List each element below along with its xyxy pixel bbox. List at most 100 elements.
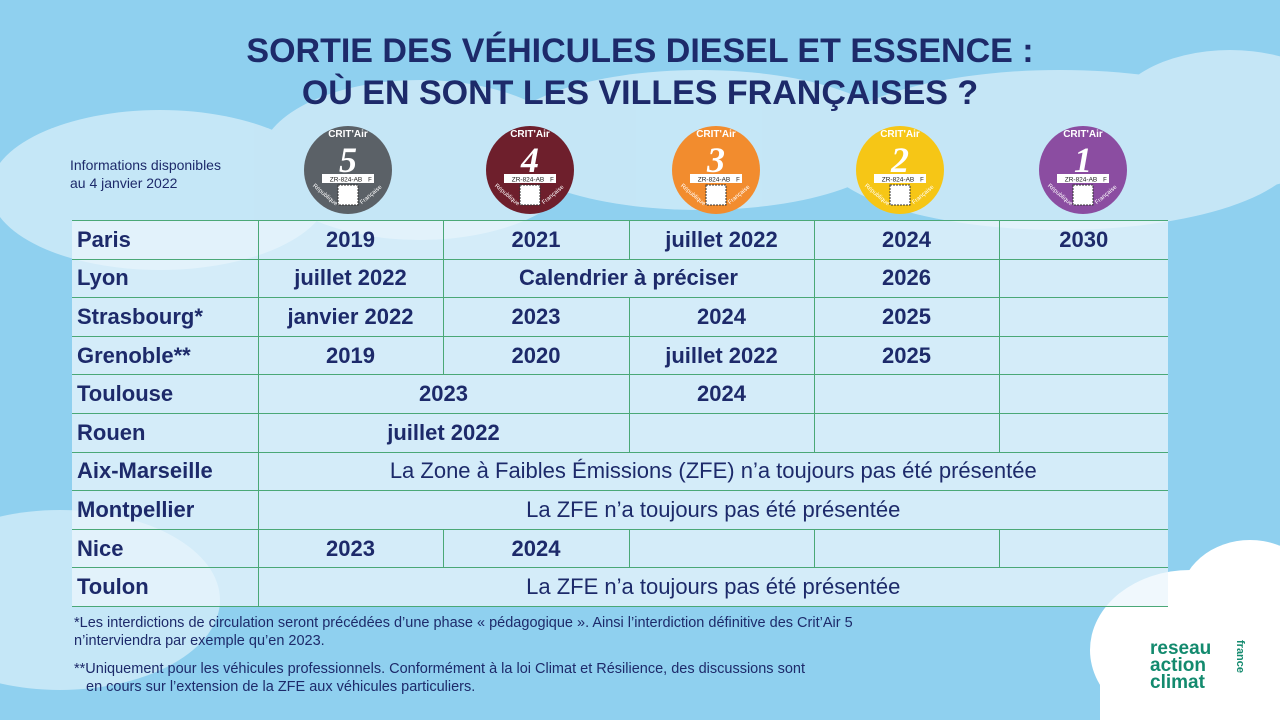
plate-letter: F [550, 178, 554, 184]
title: OÙ EN SONT LES VILLES FRANÇAISES ? [301, 74, 979, 112]
cell [813, 528, 999, 569]
qr [889, 184, 911, 206]
logo-text: reseau [1150, 638, 1212, 659]
plate-text: ZR-824-AB [882, 177, 915, 184]
plate [690, 174, 742, 183]
cell: juillet 2022 [628, 220, 814, 260]
badge-disc [486, 126, 574, 214]
city: Aix-Marseille [72, 451, 258, 492]
cell [998, 297, 1168, 337]
city: Paris [72, 220, 258, 260]
plate-letter: F [920, 178, 924, 184]
cell [628, 412, 814, 453]
table: Paris 2019 2021 juillet 2022 2024 2030 Lyon ju… [72, 220, 1168, 607]
cell [998, 412, 1168, 453]
cell: 2025 [813, 335, 999, 376]
plate [1057, 174, 1109, 183]
info: Informations disponibles [70, 157, 221, 173]
cell [998, 374, 1168, 414]
qr [337, 184, 359, 206]
badge-disc [304, 126, 392, 214]
city: Rouen [72, 412, 258, 453]
badge-number: 1 [1074, 140, 1092, 180]
cell [628, 528, 814, 569]
badge-label: CRIT'Air [510, 129, 550, 140]
cell [998, 335, 1168, 376]
plate-letter: F [736, 178, 740, 184]
city: Grenoble** [72, 335, 258, 376]
cell: 2024 [442, 528, 629, 569]
footnote: **Uniquement pour les véhicules professi… [74, 661, 805, 677]
badge-label: CRIT'Air [880, 129, 920, 140]
plate-text: ZR-824-AB [512, 177, 545, 184]
city: Strasbourg* [72, 297, 258, 337]
cell [813, 412, 999, 453]
city: Montpellier [72, 490, 258, 530]
city: Toulon [72, 567, 258, 607]
plate [874, 174, 926, 183]
cell: juillet 2022 [257, 258, 443, 299]
plate [504, 174, 556, 183]
cell: 2025 [813, 297, 999, 337]
badge-label: CRIT'Air [328, 129, 368, 140]
qr [1072, 184, 1094, 206]
qr [705, 184, 727, 206]
cell: janvier 2022 [257, 297, 443, 337]
cell [998, 258, 1168, 299]
plate-letter: F [1103, 178, 1107, 184]
footnote: *Les interdictions de circulation seront… [74, 615, 853, 631]
badge-number: 3 [706, 140, 725, 180]
badge-number: 2 [890, 140, 909, 180]
badge-disc [672, 126, 760, 214]
cell: La Zone à Faibles Émissions (ZFE) n’a to… [257, 451, 1168, 492]
logo: reseau action climat france [1150, 638, 1246, 693]
logo-text: action [1150, 655, 1206, 676]
cell: 2023 [442, 297, 629, 337]
city: Lyon [72, 258, 258, 299]
plate-text: ZR-824-AB [330, 177, 363, 184]
footnote: en cours sur l’extension de la ZFE aux v… [86, 679, 476, 695]
cell: 2020 [442, 335, 629, 376]
cell: 2024 [813, 220, 999, 260]
badge-disc [1039, 126, 1127, 214]
title: SORTIE DES VÉHICULES DIESEL ET ESSENCE : [246, 32, 1034, 70]
cell: 2024 [628, 297, 814, 337]
badge-label: CRIT'Air [1063, 129, 1103, 140]
plate-text: ZR-824-AB [1065, 177, 1098, 184]
qr [519, 184, 541, 206]
badge-disc [856, 126, 944, 214]
info: au 4 janvier 2022 [70, 175, 178, 191]
cell: La ZFE n’a toujours pas été présentée [257, 490, 1168, 530]
badge-label: CRIT'Air [696, 129, 736, 140]
cell: Calendrier à préciser [442, 258, 814, 299]
cell: 2023 [257, 374, 629, 414]
cell: 2024 [628, 374, 814, 414]
cell: 2026 [813, 258, 999, 299]
plate-letter: F [368, 178, 372, 184]
plate-text: ZR-824-AB [698, 177, 731, 184]
plate [322, 174, 374, 183]
logo-text: climat [1150, 672, 1205, 693]
cell: 2021 [442, 220, 629, 260]
cell: 2030 [998, 220, 1168, 260]
cell: 2023 [257, 528, 443, 569]
cell: 2019 [257, 335, 443, 376]
footnote: n’interviendra par exemple qu’en 2023. [74, 633, 325, 649]
cell [998, 528, 1168, 569]
cell [813, 374, 999, 414]
logo-text: france [1234, 640, 1246, 674]
city: Toulouse [72, 374, 258, 414]
cell: 2019 [257, 220, 443, 260]
badge-number: 5 [339, 140, 357, 180]
badge-number: 4 [520, 140, 539, 180]
cell: juillet 2022 [628, 335, 814, 376]
cell: La ZFE n’a toujours pas été présentée [257, 567, 1168, 607]
city: Nice [72, 528, 258, 569]
